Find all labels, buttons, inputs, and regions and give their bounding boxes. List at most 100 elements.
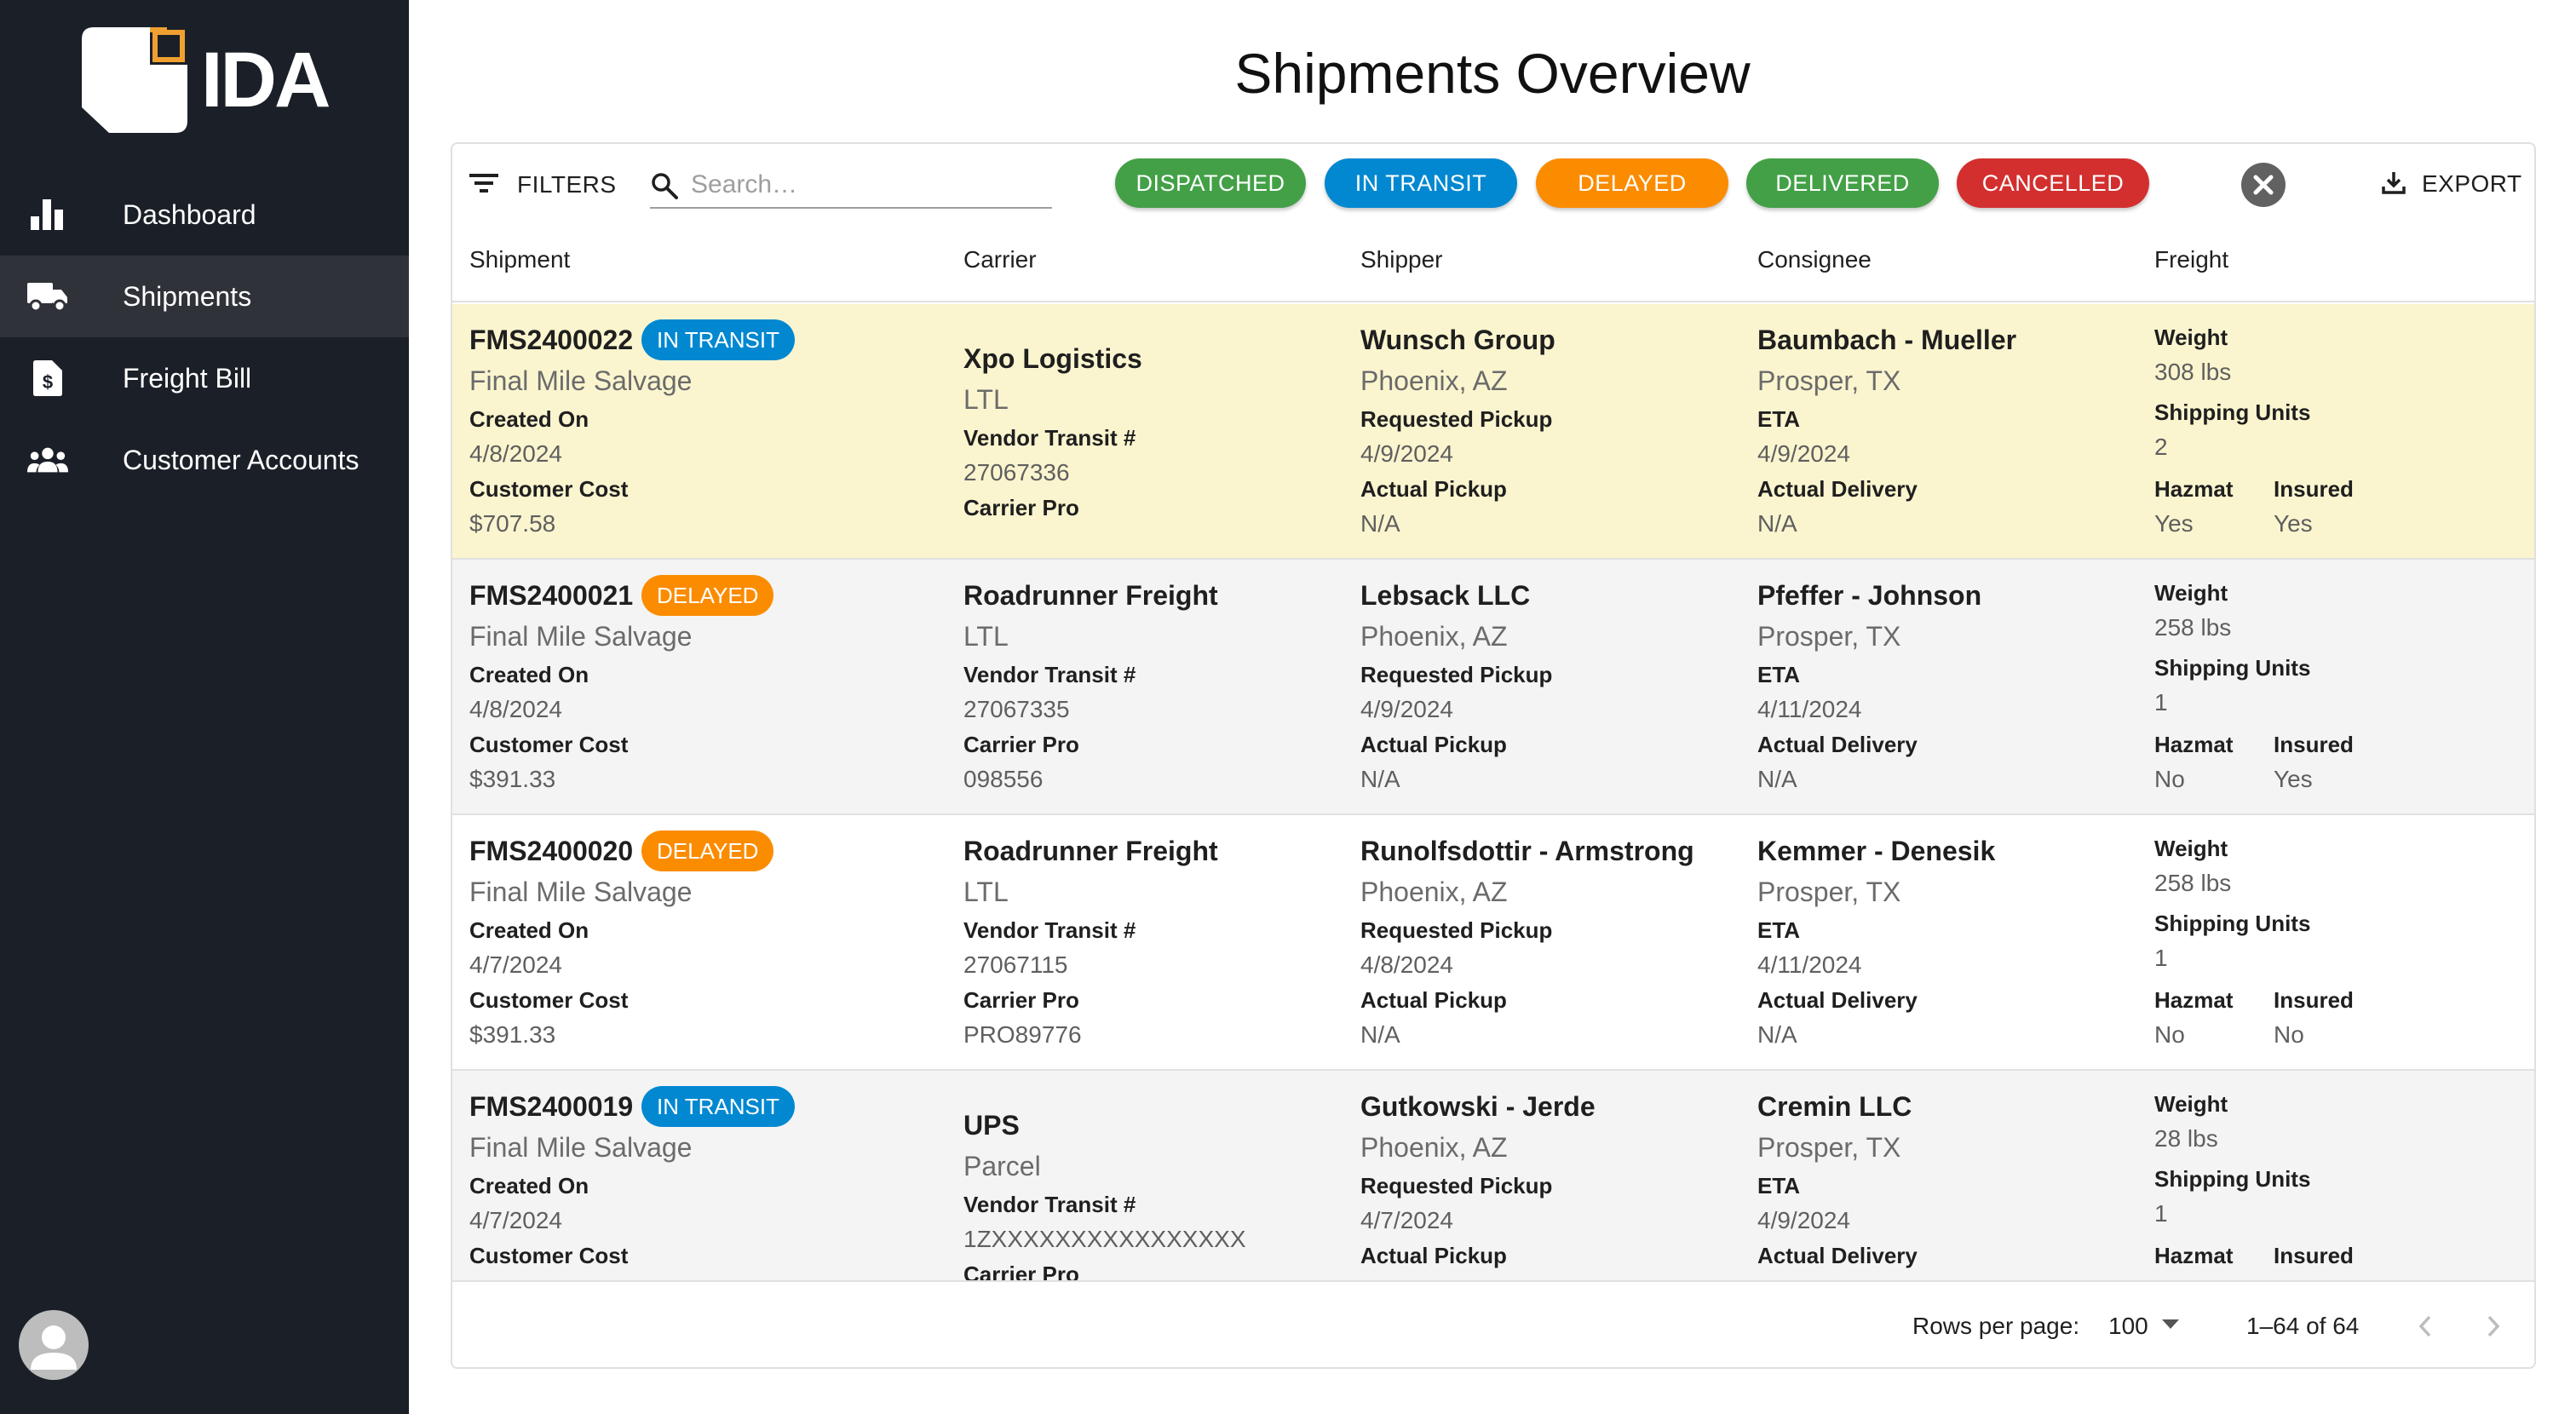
pagination-footer: Rows per page: 100 1–64 of 64 <box>452 1280 2534 1367</box>
actual-delivery-value: N/A <box>1757 1021 1797 1048</box>
previous-page-button[interactable] <box>2406 1308 2444 1345</box>
carrier-mode: Parcel <box>963 1151 1041 1181</box>
sidebar-item-customer-accounts[interactable]: Customer Accounts <box>0 419 409 501</box>
chip-delivered[interactable]: DELIVERED <box>1746 158 1939 208</box>
customer-name: Final Mile Salvage <box>469 621 693 652</box>
shipment-id[interactable]: FMS2400020 <box>469 836 634 866</box>
people-group-icon <box>27 443 68 477</box>
consignee-name: Pfeffer - Johnson <box>1757 580 1982 611</box>
filters-label: FILTERS <box>517 171 617 198</box>
chip-cancelled[interactable]: CANCELLED <box>1957 158 2149 208</box>
customer-cost-label: Customer Cost <box>469 732 629 757</box>
chip-dispatched[interactable]: DISPATCHED <box>1115 158 1306 208</box>
page-title: Shipments Overview <box>1234 42 1751 105</box>
actual-delivery-value: N/A <box>1757 510 1797 537</box>
eta-value: 4/9/2024 <box>1757 1207 1850 1233</box>
eta-label: ETA <box>1757 917 1801 943</box>
sidebar-item-label: Freight Bill <box>123 362 252 394</box>
consignee-location: Prosper, TX <box>1757 365 1901 396</box>
invoice-dollar-icon: $ <box>27 360 68 396</box>
pagination-range: 1–64 of 64 <box>2246 1313 2360 1339</box>
hazmat-value: Yes <box>2154 510 2194 537</box>
vendor-transit-label: Vendor Transit # <box>963 662 1136 687</box>
insured-label: Insured <box>2274 987 2354 1013</box>
shipment-id[interactable]: FMS2400019 <box>469 1091 634 1122</box>
hazmat-label: Hazmat <box>2154 1243 2234 1268</box>
requested-pickup-value: 4/7/2024 <box>1360 1207 1453 1233</box>
consignee-name: Baumbach - Mueller <box>1757 325 2017 355</box>
search-input[interactable] <box>691 166 1040 204</box>
export-button[interactable]: EXPORT <box>2381 163 2522 205</box>
carrier-mode: LTL <box>963 877 1009 907</box>
shipper-name: Lebsack LLC <box>1360 580 1531 611</box>
eta-value: 4/11/2024 <box>1757 696 1862 722</box>
shipping-units-label: Shipping Units <box>2154 1166 2311 1192</box>
weight-value: 28 lbs <box>2154 1125 2218 1152</box>
sidebar-item-shipments[interactable]: Shipments <box>0 256 409 337</box>
customer-cost-value: $391.33 <box>469 766 556 792</box>
status-badge: IN TRANSIT <box>641 319 795 360</box>
eta-label: ETA <box>1757 1173 1801 1198</box>
weight-value: 258 lbs <box>2154 870 2232 896</box>
status-badge: IN TRANSIT <box>641 1086 795 1127</box>
next-page-button[interactable] <box>2475 1308 2512 1345</box>
requested-pickup-value: 4/8/2024 <box>1360 951 1453 978</box>
table-row[interactable]: FMS2400020 DELAYED Final Mile Salvage Cr… <box>452 815 2534 1071</box>
table-row[interactable]: FMS2400022 IN TRANSIT Final Mile Salvage… <box>452 304 2534 560</box>
actual-delivery-label: Actual Delivery <box>1757 476 1918 502</box>
carrier-pro-value: PRO89776 <box>963 1021 1082 1048</box>
column-header-carrier[interactable]: Carrier <box>963 246 1037 273</box>
customer-cost-label: Customer Cost <box>469 987 629 1013</box>
close-icon <box>2253 175 2274 195</box>
sidebar-item-dashboard[interactable]: Dashboard <box>0 174 409 256</box>
sidebar-item-freight-bill[interactable]: $ Freight Bill <box>0 337 409 419</box>
carrier-name: Xpo Logistics <box>963 343 1142 374</box>
chip-delayed[interactable]: DELAYED <box>1536 158 1728 208</box>
filters-button[interactable]: FILTERS <box>468 164 617 205</box>
requested-pickup-value: 4/9/2024 <box>1360 440 1453 467</box>
clear-filters-button[interactable] <box>2241 163 2286 207</box>
requested-pickup-label: Requested Pickup <box>1360 1173 1553 1198</box>
actual-pickup-value: N/A <box>1360 1021 1400 1048</box>
hazmat-value: No <box>2154 1021 2185 1048</box>
chip-in-transit[interactable]: IN TRANSIT <box>1325 158 1517 208</box>
actual-pickup-label: Actual Pickup <box>1360 476 1507 502</box>
hazmat-label: Hazmat <box>2154 987 2234 1013</box>
table-row[interactable]: FMS2400021 DELAYED Final Mile Salvage Cr… <box>452 560 2534 815</box>
created-on-value: 4/7/2024 <box>469 1207 562 1233</box>
carrier-mode: LTL <box>963 384 1009 415</box>
user-avatar-icon[interactable] <box>19 1310 89 1380</box>
actual-pickup-label: Actual Pickup <box>1360 732 1507 757</box>
filter-list-icon <box>468 171 500 199</box>
vendor-transit-label: Vendor Transit # <box>963 425 1136 451</box>
rows-per-page-select[interactable]: 100 <box>2108 1308 2179 1345</box>
actual-delivery-label: Actual Delivery <box>1757 1243 1918 1268</box>
customer-cost-label: Customer Cost <box>469 1243 629 1268</box>
shipping-units-value: 2 <box>2154 434 2168 460</box>
customer-cost-label: Customer Cost <box>469 476 629 502</box>
consignee-location: Prosper, TX <box>1757 621 1901 652</box>
app-logo[interactable]: IDA <box>82 27 331 133</box>
carrier-name: UPS <box>963 1110 1020 1141</box>
carrier-pro-value: 098556 <box>963 766 1044 792</box>
status-badge: DELAYED <box>641 831 774 871</box>
created-on-value: 4/7/2024 <box>469 951 562 978</box>
column-header-consignee[interactable]: Consignee <box>1757 246 1872 273</box>
shipper-location: Phoenix, AZ <box>1360 1132 1508 1163</box>
column-header-shipment[interactable]: Shipment <box>469 246 571 273</box>
caret-down-icon <box>2161 1319 2179 1334</box>
chip-label: DISPATCHED <box>1136 170 1285 196</box>
status-badge: DELAYED <box>641 575 774 616</box>
customer-name: Final Mile Salvage <box>469 1132 693 1163</box>
chevron-left-icon <box>2418 1315 2431 1337</box>
weight-label: Weight <box>2154 836 2228 861</box>
hazmat-label: Hazmat <box>2154 476 2234 502</box>
carrier-pro-label: Carrier Pro <box>963 732 1079 757</box>
shipment-id[interactable]: FMS2400021 <box>469 580 634 611</box>
eta-label: ETA <box>1757 662 1801 687</box>
carrier-mode: LTL <box>963 621 1009 652</box>
sidebar-item-label: Dashboard <box>123 198 256 230</box>
column-header-shipper[interactable]: Shipper <box>1360 246 1443 273</box>
shipment-id[interactable]: FMS2400022 <box>469 325 634 355</box>
column-header-freight[interactable]: Freight <box>2154 246 2229 273</box>
